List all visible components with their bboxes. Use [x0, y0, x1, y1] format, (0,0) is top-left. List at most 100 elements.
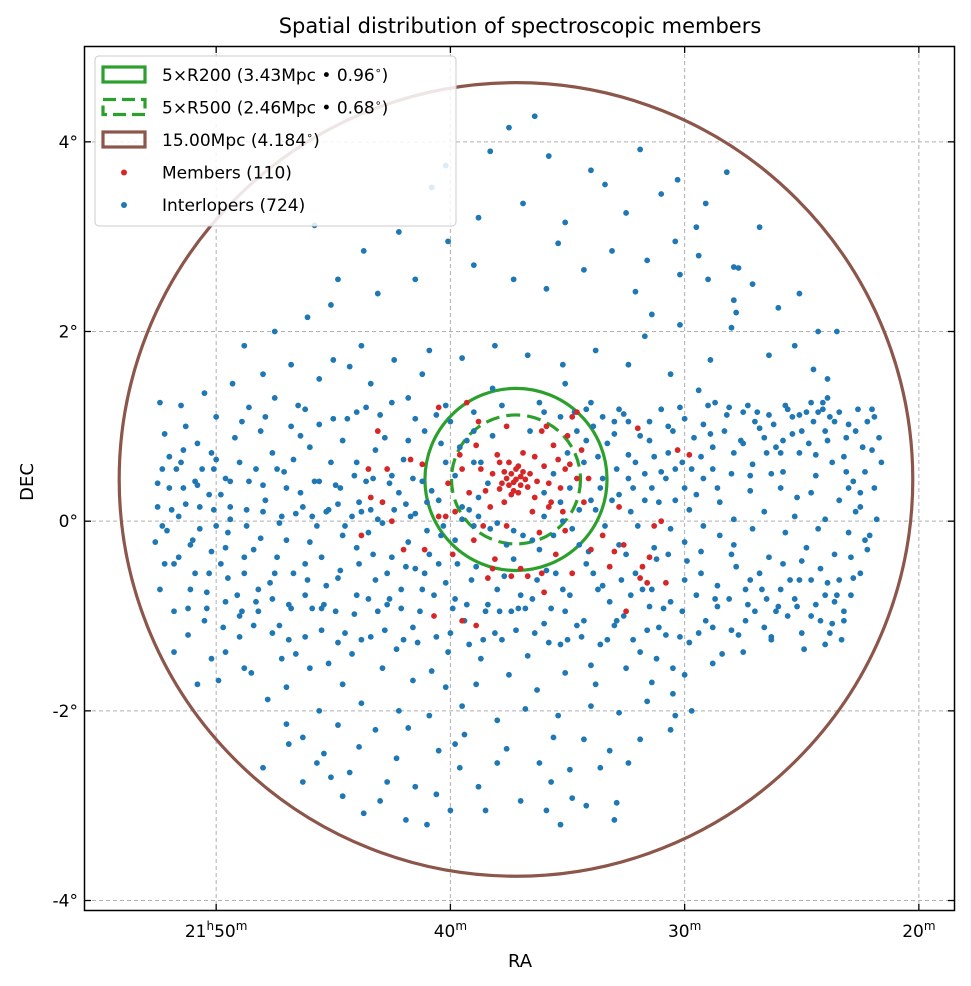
interloper-point	[588, 399, 594, 406]
interloper-point	[426, 347, 433, 354]
interloper-point	[838, 636, 845, 643]
interloper-point	[477, 655, 484, 662]
interloper-point	[761, 508, 768, 515]
interloper-point	[545, 153, 552, 159]
interloper-point	[189, 537, 196, 544]
interloper-point	[805, 440, 812, 447]
interloper-point	[665, 449, 672, 456]
interloper-point	[705, 402, 711, 409]
interloper-point	[442, 579, 449, 586]
interloper-point	[599, 582, 606, 589]
member-point	[555, 456, 562, 463]
interloper-point	[271, 328, 278, 335]
interloper-point	[506, 124, 512, 131]
interloper-point	[241, 342, 248, 349]
interloper-point	[665, 551, 672, 558]
member-point	[616, 504, 622, 510]
interloper-point	[400, 636, 407, 643]
interloper-point	[292, 510, 299, 517]
interloper-point	[763, 449, 770, 456]
member-point	[520, 468, 526, 475]
interloper-point	[691, 434, 697, 441]
interloper-point	[157, 399, 163, 406]
member-point	[569, 413, 576, 420]
interloper-point	[777, 485, 784, 491]
member-point	[367, 494, 374, 501]
interloper-point	[442, 684, 449, 691]
interloper-point	[271, 394, 278, 401]
interloper-point	[351, 472, 358, 479]
interloper-point	[845, 421, 852, 428]
interloper-point	[773, 444, 779, 451]
interloper-point	[250, 546, 257, 553]
member-point	[639, 563, 646, 570]
interloper-point	[283, 684, 290, 691]
member-point	[550, 442, 557, 449]
interloper-point	[379, 665, 386, 672]
interloper-point	[520, 532, 526, 539]
interloper-point	[705, 276, 711, 283]
interloper-point	[466, 506, 473, 513]
interloper-point	[304, 577, 311, 583]
interloper-point	[349, 651, 355, 657]
interloper-point	[707, 357, 714, 363]
interloper-point	[356, 499, 362, 506]
interloper-point	[588, 703, 594, 710]
interloper-point	[388, 399, 395, 406]
interloper-point	[358, 508, 365, 515]
member-point	[499, 480, 505, 487]
interloper-point	[360, 810, 367, 817]
interloper-point	[634, 523, 641, 529]
interloper-point	[716, 499, 723, 506]
interloper-point	[302, 560, 309, 567]
interloper-point	[848, 554, 854, 561]
interloper-point	[686, 639, 693, 646]
interloper-point	[484, 480, 491, 487]
interloper-point	[520, 200, 526, 207]
interloper-point	[609, 247, 615, 254]
interloper-point	[484, 601, 491, 608]
interloper-point	[716, 532, 723, 539]
member-point	[442, 513, 449, 520]
interloper-point	[501, 573, 508, 580]
y-axis-label: DEC	[17, 463, 38, 501]
member-point	[459, 617, 466, 624]
interloper-point	[817, 617, 824, 624]
interloper-point	[796, 577, 803, 583]
interloper-point	[768, 636, 775, 643]
interloper-point	[318, 554, 325, 561]
interloper-point	[260, 371, 266, 378]
interloper-point	[878, 459, 885, 466]
interloper-point	[695, 630, 702, 636]
interloper-point	[499, 402, 505, 409]
interloper-point	[185, 632, 191, 638]
interloper-point	[503, 541, 510, 548]
x-tick-label: 30m	[668, 919, 701, 942]
interloper-point	[257, 535, 264, 542]
member-point	[365, 466, 372, 472]
member-point	[384, 466, 391, 472]
interloper-point	[424, 527, 430, 534]
interloper-point	[562, 608, 569, 615]
interloper-point	[646, 437, 653, 444]
interloper-point	[859, 444, 866, 451]
interloper-point	[363, 404, 369, 411]
interloper-point	[358, 636, 365, 643]
interloper-point	[763, 596, 770, 602]
interloper-point	[250, 622, 257, 629]
interloper-point	[227, 516, 234, 523]
interloper-point	[873, 516, 880, 523]
interloper-point	[463, 601, 470, 608]
interloper-point	[658, 191, 665, 197]
interloper-point	[611, 817, 618, 823]
interloper-point	[428, 668, 435, 674]
interloper-point	[220, 624, 227, 631]
interloper-point	[452, 741, 458, 747]
interloper-point	[426, 712, 433, 719]
interloper-point	[433, 633, 440, 640]
interloper-point	[445, 649, 451, 655]
interloper-point	[667, 371, 674, 378]
interloper-point	[592, 347, 599, 354]
member-point	[496, 486, 503, 492]
interloper-point	[616, 406, 622, 413]
